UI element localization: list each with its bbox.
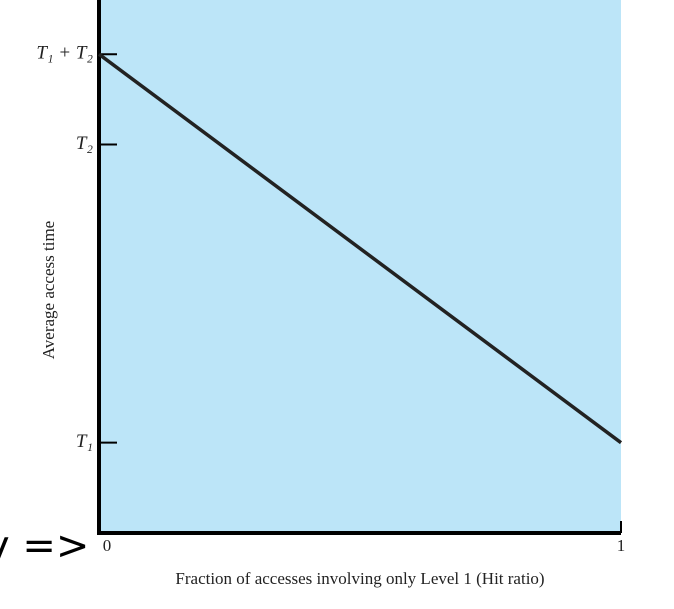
line	[97, 52, 623, 445]
y-tick-label: T₁ + T₂	[36, 43, 93, 64]
x-tick-label: 1	[617, 536, 626, 555]
annotation: y =>	[0, 523, 89, 569]
plot-area	[99, 0, 621, 533]
y-tick-label: T₂	[76, 133, 94, 154]
y-tick-label: T₁	[76, 431, 93, 452]
x-axis-label: Fraction of accesses involving only Leve…	[175, 569, 544, 588]
y-axis-label: Average access time	[39, 221, 58, 359]
x-tick-label: 0	[103, 536, 112, 555]
